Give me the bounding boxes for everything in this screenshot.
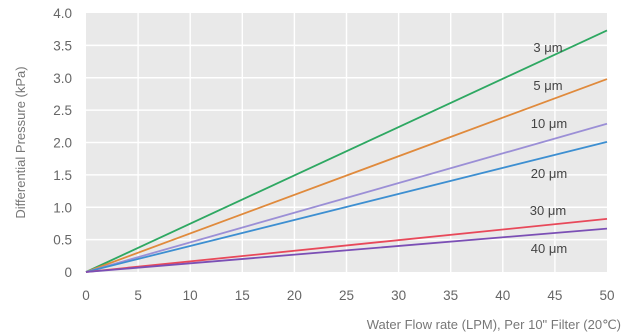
x-tick-label: 40 <box>495 288 510 303</box>
x-axis-ticks: 0 5 10 15 20 25 30 35 40 45 50 <box>82 288 614 303</box>
x-tick-label: 30 <box>391 288 406 303</box>
y-tick-label: 0 <box>64 265 72 280</box>
x-tick-label: 10 <box>183 288 198 303</box>
x-tick-label: 50 <box>599 288 614 303</box>
y-tick-label: 3.0 <box>53 71 72 86</box>
series-label: 30 μm <box>530 203 566 218</box>
y-tick-label: 0.5 <box>53 233 72 248</box>
y-axis-ticks: 0 0.5 1.0 1.5 2.0 2.5 3.0 3.5 4.0 <box>53 6 72 280</box>
series-line <box>85 29 608 273</box>
series-line <box>85 140 608 273</box>
y-axis-label: Differential Pressure (kPa) <box>13 66 28 218</box>
x-tick-label: 25 <box>339 288 354 303</box>
x-tick-label: 5 <box>134 288 142 303</box>
series-label: 5 μm <box>533 78 562 93</box>
series-label: 3 μm <box>533 40 562 55</box>
series-line <box>85 78 608 273</box>
x-axis-label: Water Flow rate (LPM), Per 10" Filter (2… <box>367 317 621 332</box>
y-tick-label: 2.5 <box>53 103 72 118</box>
series-line <box>85 122 608 273</box>
x-tick-label: 20 <box>287 288 302 303</box>
x-tick-label: 0 <box>82 288 90 303</box>
y-tick-label: 1.5 <box>53 168 72 183</box>
series-lines <box>85 29 608 273</box>
series-line <box>85 227 608 273</box>
x-tick-label: 45 <box>547 288 562 303</box>
series-label: 20 μm <box>531 166 567 181</box>
y-tick-label: 3.5 <box>53 38 72 53</box>
y-tick-label: 1.0 <box>53 200 72 215</box>
y-tick-label: 2.0 <box>53 136 72 151</box>
series-line <box>85 218 608 273</box>
series-label: 10 μm <box>531 116 567 131</box>
x-tick-label: 35 <box>443 288 458 303</box>
y-tick-label: 4.0 <box>53 6 72 21</box>
series-labels: 3 μm 5 μm 10 μm 20 μm 30 μm 40 μm <box>530 40 567 256</box>
x-tick-label: 15 <box>235 288 250 303</box>
series-label: 40 μm <box>531 241 567 256</box>
